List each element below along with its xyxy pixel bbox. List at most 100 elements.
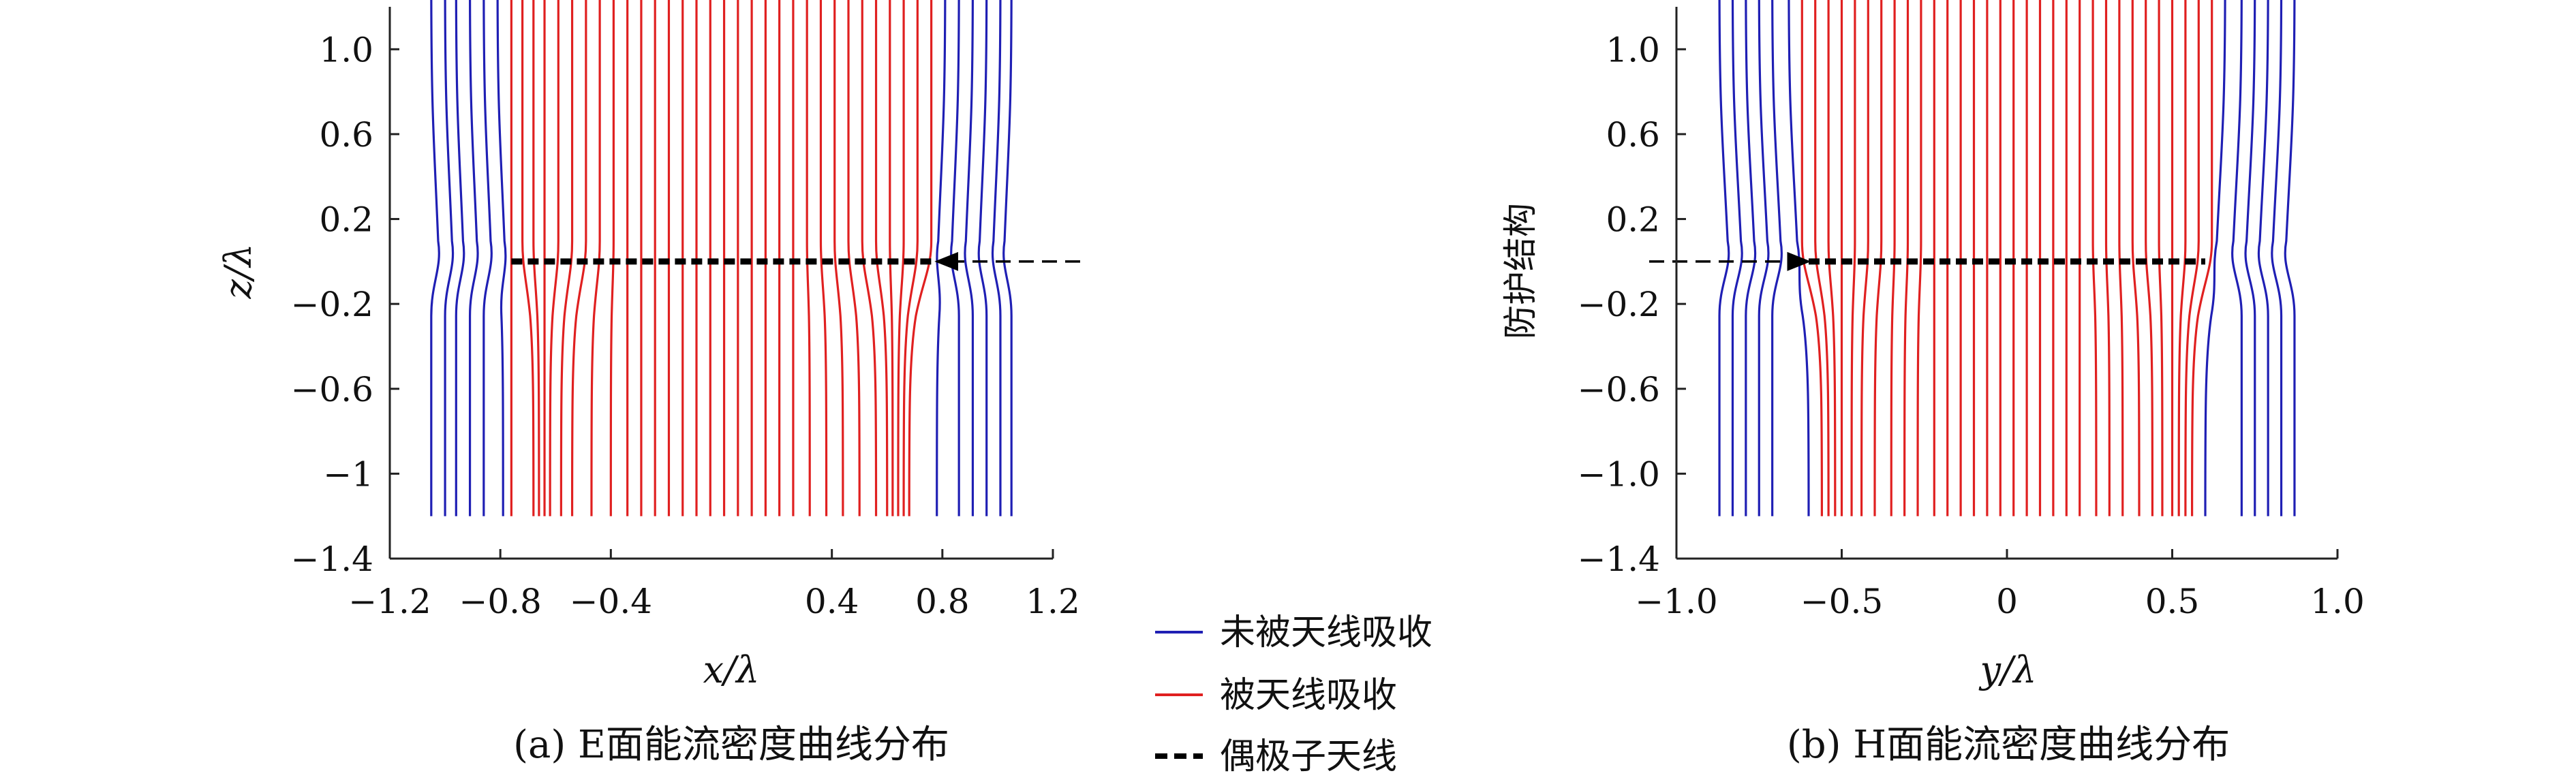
unabsorbed-flow-line xyxy=(1788,0,1810,516)
legend-label-absorbed: 被天线吸收 xyxy=(1220,675,1397,716)
axes-a: −1.2 −0.8 −0.4 0.4 0.8 1.2 1.0 0.6 0.2 −0.2 −0.6 −1… xyxy=(291,7,1080,621)
y-tick-label: 1.0 xyxy=(1606,30,1660,69)
unabsorbed-flow-line xyxy=(2257,0,2269,516)
unabsorbed-flow-line xyxy=(430,0,440,516)
unabsorbed-flow-line xyxy=(1758,0,1770,516)
legend-item-antenna: 偶极子天线 xyxy=(1155,736,1397,777)
x-tick-label: −1.2 xyxy=(348,582,431,621)
y-tick-label: −0.6 xyxy=(1578,370,1660,409)
legend-label-antenna: 偶极子天线 xyxy=(1220,736,1397,777)
y-tick-label: 0.2 xyxy=(319,200,373,240)
x-tick-label: 1.2 xyxy=(1026,582,1080,621)
absorbed-flow-line xyxy=(2091,0,2098,516)
absorbed-flow-line xyxy=(1890,0,1896,516)
absorbed-flow-line xyxy=(819,0,828,516)
unabsorbed-flow-line xyxy=(2244,0,2256,516)
absorbed-flow-line xyxy=(2118,0,2124,516)
chart-panel-a: −1.2 −0.8 −0.4 0.4 0.8 1.2 1.0 0.6 0.2 −0.2 −0.6 −1… xyxy=(217,0,1080,767)
absorbed-flow-line xyxy=(1800,0,1823,516)
protection-structure-label: 防护结构 xyxy=(1501,203,1540,339)
absorbed-flow-line xyxy=(2184,0,2200,516)
absorbed-flow-line xyxy=(1873,0,1883,516)
curves-group-b xyxy=(1718,0,2296,516)
legend-item-unabsorbed: 未被天线吸收 xyxy=(1155,612,1432,653)
x-tick-label: 0.4 xyxy=(805,582,859,621)
absorbed-flow-line xyxy=(1827,0,1837,516)
unabsorbed-flow-line xyxy=(2231,0,2243,516)
absorbed-flow-line xyxy=(889,0,894,516)
absorbed-flow-line xyxy=(847,0,861,516)
y-tick-label: 0.6 xyxy=(1606,115,1660,155)
absorbed-flow-line xyxy=(806,0,811,516)
absorbed-flow-line xyxy=(2145,0,2153,516)
absorbed-flow-line xyxy=(2131,0,2141,516)
x-tick-label: 1.0 xyxy=(2310,582,2365,621)
chart-panel-b: −1.0 −0.5 0 0.5 1.01.00.60.2−0.2−0.6−1.0−1.4… xyxy=(1501,0,2365,767)
unabsorbed-flow-line xyxy=(1731,0,1743,516)
absorbed-flow-line xyxy=(1916,0,1922,516)
axes-b: −1.0 −0.5 0 0.5 1.01.00.60.2−0.2−0.6−1.0−1.4 xyxy=(1578,7,2365,621)
y-tick-label: −1.0 xyxy=(1578,454,1660,494)
absorbed-flow-line xyxy=(590,0,601,516)
unabsorbed-flow-line xyxy=(468,0,479,516)
unabsorbed-flow-line xyxy=(936,0,947,516)
absorbed-flow-line xyxy=(1814,0,1830,516)
x-tick-label: −0.8 xyxy=(459,582,541,621)
unabsorbed-flow-line xyxy=(991,0,1002,516)
absorbed-flow-line xyxy=(2104,0,2111,516)
absorbed-flow-line xyxy=(609,0,615,516)
y-tick-label: 0.6 xyxy=(319,115,373,155)
y-tick-label: −1.4 xyxy=(1578,539,1660,579)
unabsorbed-flow-line xyxy=(1002,0,1013,516)
y-tick-label: −1.4 xyxy=(291,539,373,579)
y-tick-label: −0.6 xyxy=(291,370,373,409)
unabsorbed-flow-line xyxy=(455,0,465,516)
x-tick-label: −1.0 xyxy=(1635,582,1717,621)
absorbed-flow-line xyxy=(2191,0,2213,516)
absorbed-flow-line xyxy=(549,0,559,516)
caption-a: (a) E面能流密度曲线分布 xyxy=(513,723,949,767)
absorbed-flow-line xyxy=(861,0,878,516)
unabsorbed-flow-line xyxy=(977,0,988,516)
absorbed-flow-line xyxy=(1850,0,1856,516)
absorbed-flow-line xyxy=(833,0,844,516)
absorbed-flow-line xyxy=(874,0,889,516)
caption-b: (b) H面能流密度曲线分布 xyxy=(1787,723,2230,767)
y-axis-label-a: z/λ xyxy=(217,244,260,300)
unabsorbed-flow-line xyxy=(496,0,507,516)
legend: 未被天线吸收 被天线吸收 偶极子天线 xyxy=(1155,612,1432,777)
x-tick-label: 0.8 xyxy=(915,582,970,621)
absorbed-flow-line xyxy=(521,0,535,516)
absorbed-flow-line xyxy=(559,0,574,516)
unabsorbed-flow-line xyxy=(950,0,960,516)
legend-label-unabsorbed: 未被天线吸收 xyxy=(1220,612,1432,653)
absorbed-flow-line xyxy=(532,0,540,516)
absorbed-flow-line xyxy=(2177,0,2187,516)
legend-item-absorbed: 被天线吸收 xyxy=(1155,675,1397,716)
x-axis-label-b: y/λ xyxy=(1979,648,2037,691)
y-tick-label: 0.2 xyxy=(1606,200,1660,240)
curves-group-a xyxy=(430,0,1013,516)
absorbed-flow-line xyxy=(570,0,587,516)
unabsorbed-flow-line xyxy=(1771,0,1783,516)
y-tick-label: 1.0 xyxy=(319,30,373,69)
unabsorbed-flow-line xyxy=(2204,0,2226,516)
unabsorbed-flow-line xyxy=(2284,0,2296,516)
absorbed-flow-line xyxy=(902,0,919,516)
unabsorbed-flow-line xyxy=(1718,0,1730,516)
unabsorbed-flow-line xyxy=(482,0,493,516)
absorbed-flow-line xyxy=(1903,0,1910,516)
y-tick-label: −0.2 xyxy=(1578,285,1660,324)
x-tick-label: 0.5 xyxy=(2145,582,2200,621)
y-tick-label: −1 xyxy=(323,454,373,494)
absorbed-flow-line xyxy=(897,0,905,516)
unabsorbed-flow-line xyxy=(2271,0,2283,516)
x-tick-label: −0.4 xyxy=(570,582,652,621)
y-tick-label: −0.2 xyxy=(291,285,373,324)
absorbed-flow-line xyxy=(908,0,933,516)
x-axis-label-a: x/λ xyxy=(703,648,760,691)
unabsorbed-flow-line xyxy=(1745,0,1757,516)
absorbed-flow-line xyxy=(2158,0,2164,516)
unabsorbed-flow-line xyxy=(444,0,455,516)
